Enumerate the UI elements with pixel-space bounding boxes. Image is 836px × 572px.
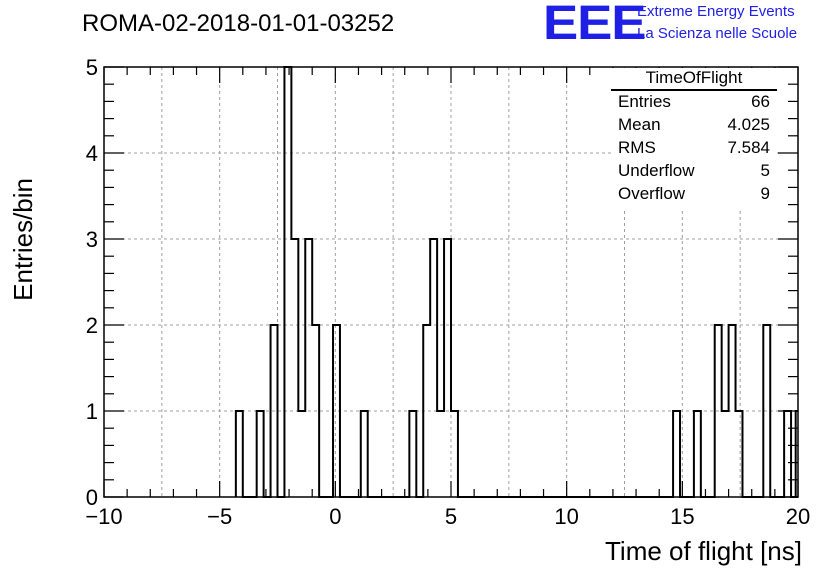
stats-key: Entries: [618, 92, 671, 111]
logo-line-2: La Scienza nelle Scuole: [637, 25, 798, 42]
histogram-outline: [234, 66, 798, 498]
stats-value: 4.025: [727, 115, 770, 134]
x-tick-label: 0: [329, 504, 341, 529]
histogram-bin: [437, 411, 444, 497]
chart-title: ROMA-02-2018-01-01-03252: [82, 10, 395, 37]
histogram-bin: [298, 411, 305, 497]
histogram-bin: [291, 239, 298, 497]
stats-row-overflow: Overflow 9: [618, 184, 770, 207]
histogram-bin: [451, 411, 458, 497]
y-tick-label: 3: [86, 227, 98, 252]
y-tick-label: 5: [86, 55, 98, 80]
histogram-bin: [444, 239, 451, 497]
histogram-bin: [736, 411, 743, 497]
histogram-bin: [673, 411, 680, 497]
histogram-bin: [257, 411, 264, 497]
stats-key: Mean: [618, 115, 661, 134]
histogram-bin: [305, 239, 312, 497]
x-tick-label: −10: [85, 504, 122, 529]
stats-value: 5: [760, 161, 770, 180]
stats-value: 9: [760, 184, 770, 203]
stats-key: Overflow: [618, 184, 686, 203]
stats-value: 66: [751, 92, 770, 111]
stats-title: TimeOfFlight: [611, 68, 777, 91]
histogram-bin: [284, 67, 291, 497]
histogram-bin: [236, 411, 243, 497]
stats-key: Underflow: [618, 161, 695, 180]
stats-row-entries: Entries 66: [618, 92, 770, 115]
x-tick-label: 10: [554, 504, 578, 529]
histogram-bin: [430, 239, 437, 497]
y-tick-label: 2: [86, 313, 98, 338]
logo-line-1: Extreme Energy Events: [637, 3, 795, 20]
stats-value: 7.584: [727, 138, 770, 157]
y-tick-label: 4: [86, 141, 98, 166]
histogram-bin: [409, 411, 416, 497]
stats-row-rms: RMS 7.584: [618, 138, 770, 161]
stats-row-mean: Mean 4.025: [618, 115, 770, 138]
x-tick-label: 5: [445, 504, 457, 529]
histogram-bin: [784, 411, 791, 497]
y-axis-label-wrap: Entries/bin: [8, 178, 38, 318]
histogram-bin: [361, 411, 368, 497]
y-axis-label: Entries/bin: [8, 178, 38, 301]
stats-row-underflow: Underflow 5: [618, 161, 770, 184]
stats-key: RMS: [618, 138, 656, 157]
x-axis-label: Time of flight [ns]: [605, 536, 802, 566]
x-tick-label: 15: [670, 504, 694, 529]
x-tick-label: 20: [786, 504, 810, 529]
x-tick-label: −5: [207, 504, 232, 529]
histogram-bin: [722, 411, 729, 497]
histogram-bin: [694, 411, 701, 497]
y-tick-label: 0: [86, 485, 98, 510]
stats-box: TimeOfFlight Entries 66 Mean 4.025 RMS 7…: [611, 68, 777, 208]
y-tick-label: 1: [86, 399, 98, 424]
eee-logo: EEE: [543, 0, 646, 50]
